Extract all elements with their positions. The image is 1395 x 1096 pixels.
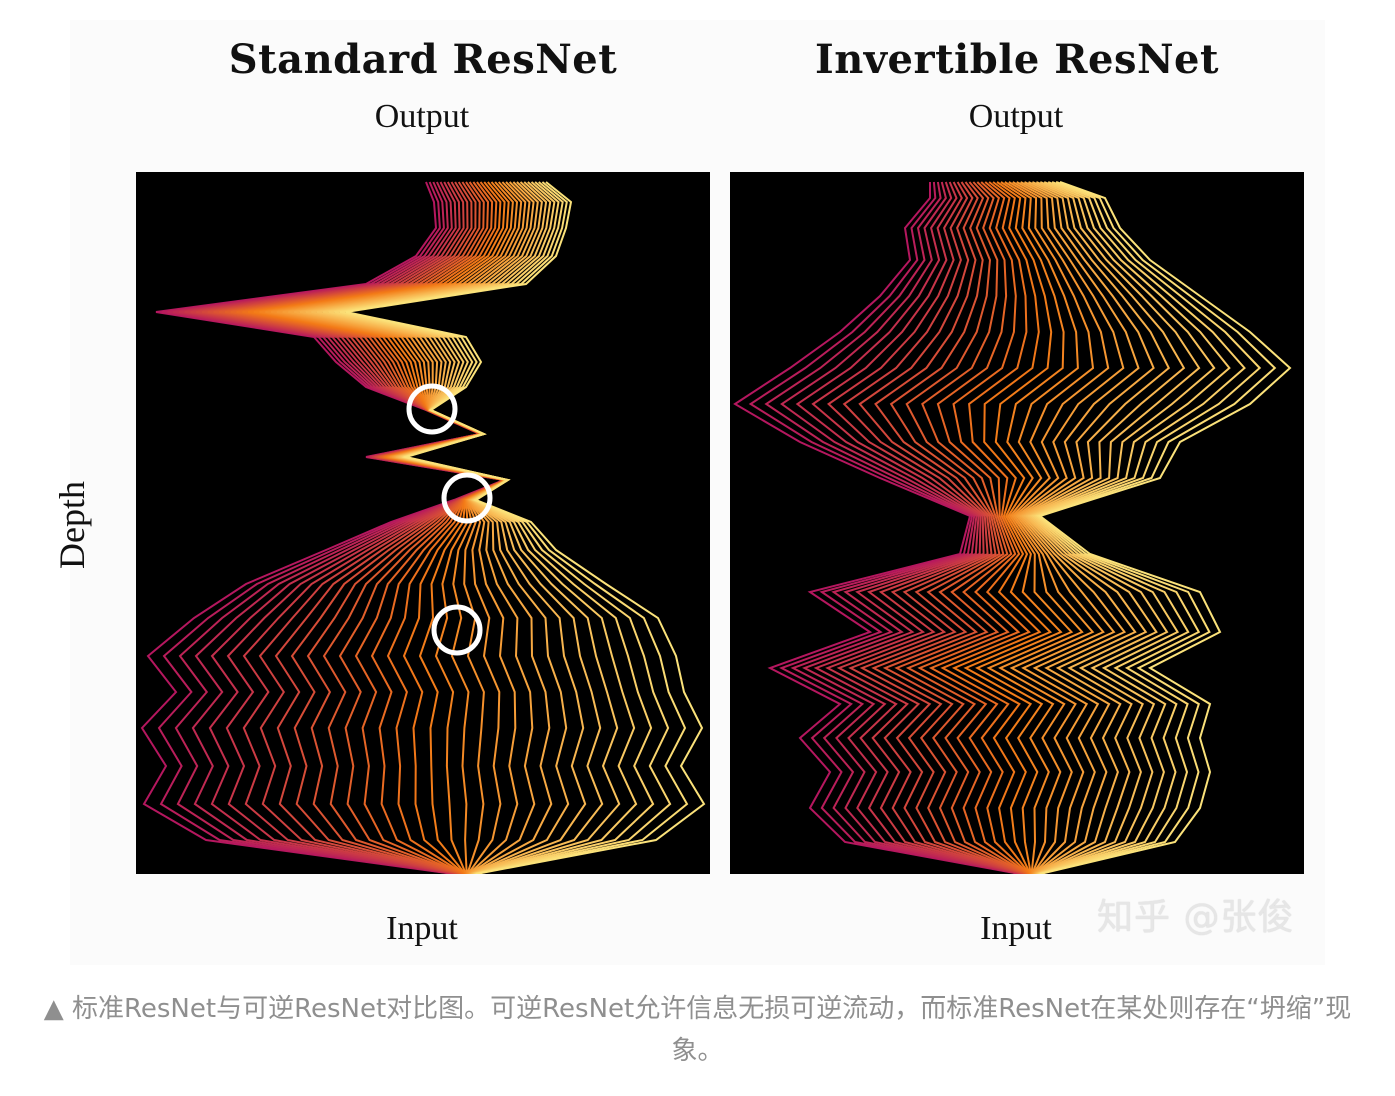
- trajectory-line: [1037, 181, 1292, 874]
- trajectory-line: [1023, 181, 1186, 874]
- trajectory-line: [795, 181, 1023, 874]
- trajectory-line: [1009, 181, 1110, 874]
- trajectory-line: [1021, 181, 1171, 874]
- trajectory-line: [827, 181, 1024, 874]
- invertible-resnet-trajectories: [733, 181, 1292, 874]
- trajectory-line: [1035, 181, 1277, 874]
- collapse-marker-circle: [431, 604, 483, 656]
- trajectory-line: [1015, 181, 1125, 874]
- trajectory-line: [871, 181, 1026, 874]
- left-panel-title: Standard ResNet: [228, 36, 618, 83]
- right-input-label: Input: [980, 910, 1052, 947]
- trajectory-line: [1029, 181, 1231, 874]
- trajectory-line: [842, 181, 1025, 874]
- standard-resnet-panel: [136, 172, 710, 874]
- trajectory-line: [963, 181, 1053, 874]
- trajectory-line: [928, 181, 1030, 874]
- trajectory-line: [986, 181, 1079, 874]
- right-output-label: Output: [968, 98, 1064, 135]
- trajectory-line: [780, 181, 1023, 874]
- trajectory-line: [1027, 181, 1216, 874]
- left-input-label: Input: [386, 910, 458, 947]
- invertible-resnet-panel: [730, 172, 1304, 874]
- trajectory-line: [1025, 181, 1201, 874]
- trajectory-line: [917, 181, 1029, 874]
- left-output-label: Output: [374, 98, 470, 135]
- trajectory-line: [1031, 181, 1246, 874]
- trajectory-line: [975, 181, 1065, 874]
- trajectory-line: [1017, 181, 1140, 874]
- collapse-marker-circle: [406, 383, 458, 435]
- right-panel-title: Invertible ResNet: [815, 36, 1219, 83]
- trajectory-line: [1033, 181, 1262, 874]
- watermark: 知乎 @张俊: [1097, 897, 1295, 938]
- trajectory-line: [998, 181, 1095, 874]
- collapse-marker-circle: [441, 472, 493, 524]
- figure-caption: ▲ 标准ResNet与可逆ResNet对比图。可逆ResNet允许信息无损可逆流…: [43, 994, 1352, 1066]
- trajectory-line: [345, 181, 706, 874]
- depth-axis-label: Depth: [52, 481, 92, 569]
- trajectory-line: [951, 181, 1042, 874]
- trajectory-line: [858, 181, 1026, 874]
- trajectory-line: [940, 181, 1031, 874]
- trajectory-line: [882, 181, 1027, 874]
- trajectory-line: [1019, 181, 1155, 874]
- trajectory-line: [811, 181, 1024, 874]
- trajectory-line: [764, 181, 1022, 874]
- standard-resnet-trajectories: [140, 181, 706, 874]
- trajectory-line: [894, 181, 1028, 874]
- trajectory-line: [905, 181, 1028, 874]
